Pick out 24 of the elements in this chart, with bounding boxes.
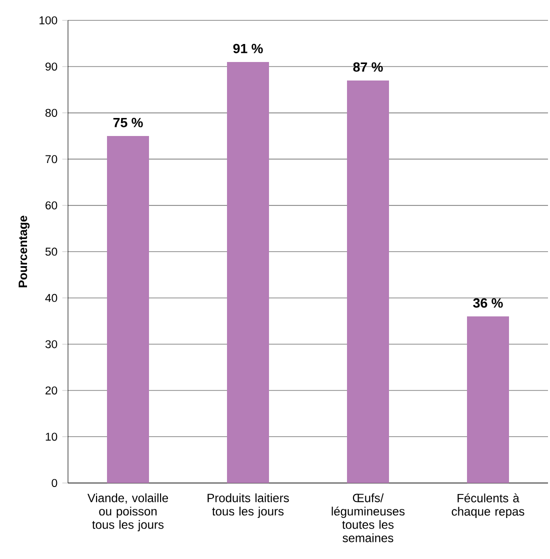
y-tick-label: 0 [52, 478, 58, 487]
data-label: 75 % [113, 118, 143, 128]
y-tick-label: 30 [45, 340, 58, 348]
x-tick-label: Œufs/ légumineuses toutes les semaines [332, 493, 405, 542]
data-label: 36 % [473, 298, 503, 308]
y-tick-label: 100 [40, 16, 58, 24]
y-tick-label: 40 [45, 294, 58, 302]
x-tick-label: Viande, volaille ou poisson tous les jours [87, 493, 168, 532]
bar [347, 80, 389, 483]
y-tick-label: 80 [45, 108, 58, 117]
y-tick-label: 70 [46, 155, 58, 164]
bar [227, 62, 269, 483]
y-tick-label: 60 [46, 201, 58, 210]
y-tick-label: 50 [45, 248, 58, 256]
x-tick-label: Produits laitiers tous les jours [208, 493, 289, 518]
y-axis-title: Pourcentage [18, 216, 30, 288]
y-tick-label: 10 [46, 432, 58, 441]
data-label: 87 % [353, 62, 383, 72]
x-tick-label: Féculents à chaque repas [452, 493, 524, 518]
y-tick-label: 90 [46, 62, 58, 71]
y-tick-label: 20 [46, 386, 58, 394]
bar [467, 316, 509, 483]
bar [107, 136, 149, 483]
data-label: 91 % [233, 44, 263, 54]
